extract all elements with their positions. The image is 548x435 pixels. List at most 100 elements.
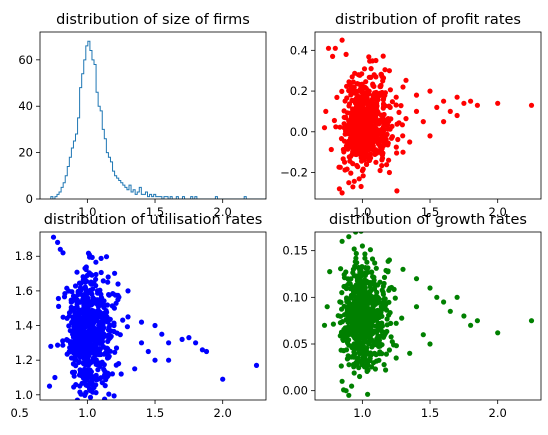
- data-point: [78, 337, 84, 343]
- chart-title: distribution of size of firms: [56, 12, 250, 28]
- data-point: [348, 113, 355, 119]
- data-point: [362, 278, 369, 284]
- data-point: [351, 290, 357, 296]
- plot-area-growth: [321, 232, 535, 398]
- data-point: [375, 333, 381, 339]
- data-point: [345, 319, 351, 325]
- data-point: [365, 265, 371, 271]
- data-point: [74, 397, 80, 400]
- data-point: [368, 269, 374, 275]
- data-point: [106, 324, 112, 330]
- data-point: [253, 362, 260, 368]
- data-point: [360, 102, 366, 108]
- data-point: [378, 324, 384, 330]
- data-point: [388, 320, 394, 326]
- data-point: [138, 340, 145, 346]
- data-point: [68, 299, 74, 305]
- data-point: [368, 66, 374, 72]
- data-point: [358, 340, 364, 346]
- data-point: [99, 380, 105, 386]
- data-point: [360, 173, 366, 179]
- y-tick-label: 60: [18, 53, 33, 67]
- data-point: [356, 119, 362, 125]
- data-point: [379, 134, 385, 140]
- data-point: [88, 337, 94, 343]
- data-point: [86, 270, 92, 276]
- data-point: [94, 377, 100, 383]
- data-point: [103, 254, 110, 260]
- data-point: [386, 68, 392, 74]
- data-point: [87, 346, 93, 352]
- data-point: [70, 320, 76, 326]
- data-point: [138, 319, 145, 325]
- data-point: [88, 281, 95, 287]
- data-point: [366, 157, 372, 163]
- data-point: [82, 265, 88, 271]
- data-point: [72, 348, 78, 355]
- data-point: [454, 112, 460, 119]
- data-point: [330, 321, 336, 327]
- data-point: [377, 167, 383, 174]
- data-point: [344, 83, 350, 89]
- data-point: [337, 124, 343, 130]
- data-point: [90, 355, 96, 361]
- data-point: [495, 330, 501, 336]
- subplot-util: 0.5 1.0 1.5 2.0 1.0 1.2 1.4 1.6 1.8: [11, 231, 267, 420]
- data-point: [338, 266, 344, 272]
- data-point: [394, 188, 400, 194]
- x-tick-label: 2.0: [489, 205, 507, 219]
- data-point: [361, 148, 367, 154]
- data-point: [339, 88, 345, 94]
- data-point: [345, 330, 351, 336]
- data-point: [396, 120, 402, 126]
- data-point: [357, 86, 363, 92]
- data-point: [343, 334, 349, 340]
- data-point: [166, 340, 172, 346]
- data-point: [330, 53, 336, 60]
- data-point: [359, 128, 366, 134]
- data-point: [352, 264, 358, 270]
- data-point: [358, 320, 365, 326]
- data-point: [403, 116, 409, 122]
- data-point: [382, 67, 388, 73]
- data-point: [379, 163, 385, 169]
- data-point: [377, 120, 383, 126]
- data-point: [359, 243, 365, 249]
- data-point: [107, 413, 112, 418]
- data-point: [359, 71, 365, 77]
- data-point: [332, 45, 338, 51]
- chart-title: distribution of utilisation rates: [44, 212, 263, 228]
- subplot-growth: 1.0 1.5 2.0 0.00 0.05 0.10 0.15: [282, 231, 542, 420]
- data-point: [350, 184, 356, 190]
- data-point: [87, 394, 94, 400]
- data-point: [120, 317, 126, 323]
- data-point: [83, 339, 89, 345]
- data-point: [100, 311, 106, 317]
- data-point: [88, 302, 94, 308]
- data-point: [379, 342, 385, 348]
- data-point: [355, 98, 361, 104]
- data-point: [362, 122, 368, 128]
- y-tick-label: 1.0: [15, 388, 33, 402]
- data-point: [93, 259, 99, 265]
- data-point: [98, 255, 104, 261]
- data-point: [77, 350, 83, 356]
- data-point: [125, 314, 131, 320]
- data-point: [374, 131, 381, 137]
- data-point: [76, 315, 83, 321]
- data-point: [93, 390, 99, 396]
- data-point: [115, 281, 121, 287]
- data-point: [94, 288, 101, 294]
- data-point: [399, 315, 405, 321]
- data-point: [362, 338, 368, 345]
- data-point: [361, 117, 367, 123]
- data-point: [353, 151, 359, 158]
- data-point: [454, 294, 460, 300]
- data-point: [377, 90, 383, 96]
- data-point: [350, 79, 356, 85]
- data-point: [341, 348, 347, 354]
- data-point: [90, 329, 96, 335]
- data-point: [107, 335, 113, 341]
- data-point: [362, 317, 369, 323]
- data-point: [351, 370, 357, 376]
